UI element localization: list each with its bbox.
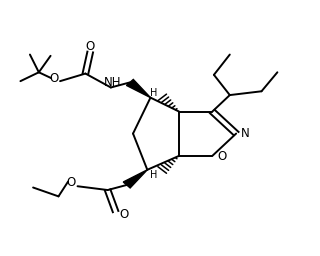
Polygon shape bbox=[123, 170, 147, 188]
Text: O: O bbox=[66, 176, 75, 189]
Text: N: N bbox=[241, 127, 250, 140]
Text: H: H bbox=[150, 88, 157, 98]
Text: O: O bbox=[49, 72, 58, 85]
Text: H: H bbox=[150, 170, 157, 180]
Text: NH: NH bbox=[104, 77, 121, 89]
Text: O: O bbox=[119, 208, 128, 221]
Text: O: O bbox=[85, 40, 95, 53]
Polygon shape bbox=[126, 79, 150, 98]
Text: O: O bbox=[218, 150, 227, 163]
